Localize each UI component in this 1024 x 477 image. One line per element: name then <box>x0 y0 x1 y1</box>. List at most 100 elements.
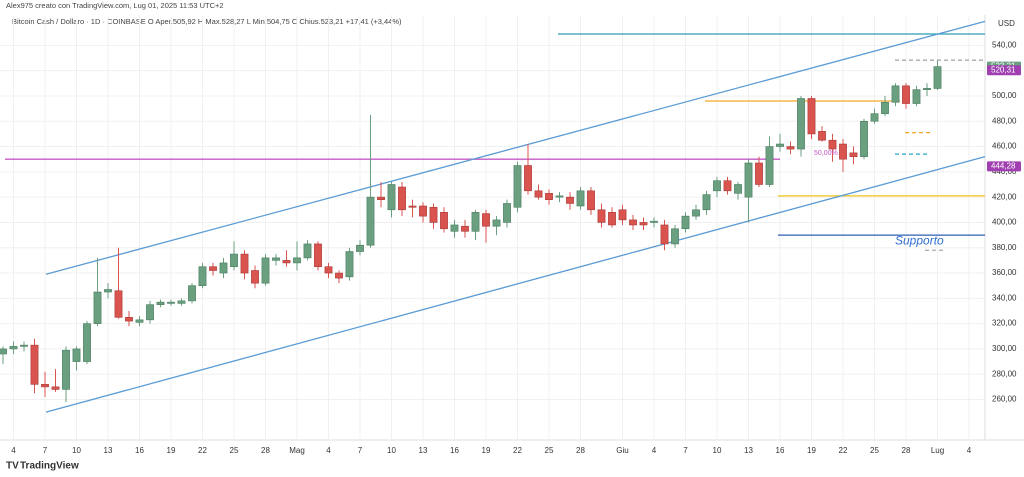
candle-body <box>114 290 123 318</box>
x-tick-label: 7 <box>683 446 688 455</box>
support-label: Supporto <box>895 234 944 248</box>
candle-body <box>650 220 658 223</box>
credit: Alex975 creato con TradingView.com, Lug … <box>6 1 224 10</box>
candle-body <box>209 266 217 271</box>
x-tick-label: 25 <box>870 446 879 455</box>
y-tick-label: 540,00 <box>992 40 1017 49</box>
candle-body <box>492 219 501 227</box>
candle-body <box>566 196 574 204</box>
candle-body <box>230 253 238 268</box>
candle-body <box>723 180 732 192</box>
candle-body <box>293 257 301 264</box>
candle-body <box>671 228 679 245</box>
y-tick-label: 480,00 <box>992 116 1017 125</box>
candle-body <box>335 272 343 279</box>
x-tick-label: 19 <box>807 446 816 455</box>
candle-body <box>482 213 490 227</box>
trend-line <box>45 20 986 275</box>
x-tick-label: Lug <box>931 446 944 455</box>
candle-body <box>251 270 259 284</box>
candle-body <box>83 323 91 362</box>
y-tick-label: 420,00 <box>992 192 1017 201</box>
candle-body <box>156 301 165 305</box>
candle-body <box>524 165 532 192</box>
candle-body <box>702 194 711 211</box>
y-tick-label: 460,00 <box>992 142 1017 151</box>
candle-body <box>576 190 585 207</box>
y-tick-label: 400,00 <box>992 218 1017 227</box>
brand: TradingView <box>20 461 79 472</box>
candle-body <box>30 344 39 385</box>
x-tick-label: 16 <box>450 446 459 455</box>
candle-body <box>419 205 427 217</box>
candle-body <box>272 257 280 261</box>
candle-body <box>639 222 648 226</box>
candle-body <box>807 98 816 135</box>
price-label: 444,28 <box>991 162 1016 171</box>
candle-body <box>125 317 133 322</box>
candle-body <box>41 384 49 388</box>
candle-body <box>0 348 7 355</box>
candle-body <box>387 184 396 211</box>
x-tick-label: 7 <box>358 446 363 455</box>
candle-body <box>734 184 742 194</box>
candle-body <box>849 152 858 157</box>
candle-body <box>356 244 364 252</box>
y-tick-label: 440,00 <box>992 167 1017 176</box>
x-tick-label: 16 <box>776 446 785 455</box>
x-tick-label: Giu <box>616 446 628 455</box>
candle-body <box>471 212 480 232</box>
y-tick-label: 500,00 <box>992 91 1017 100</box>
candle-body <box>314 243 322 268</box>
y-tick-label: 280,00 <box>992 369 1017 378</box>
candle-body <box>188 285 196 302</box>
candle-body <box>450 224 459 232</box>
candle-body <box>282 260 291 264</box>
candle-body <box>902 85 910 104</box>
x-tick-label: 22 <box>198 446 207 455</box>
candle-body <box>72 348 81 362</box>
x-tick-label: 22 <box>513 446 522 455</box>
candle-body <box>923 88 931 90</box>
symbol-info: Bitcoin Cash / Dollaro · 1D · COINBASE O… <box>12 17 402 26</box>
candle-body <box>839 143 847 160</box>
candle-body <box>828 139 837 150</box>
candle-body <box>776 143 784 147</box>
candle-body <box>933 66 942 89</box>
x-tick-label: 10 <box>387 446 396 455</box>
candle-body <box>440 212 448 230</box>
candle-body <box>93 291 102 324</box>
candle-body <box>608 212 616 226</box>
candle-body <box>870 113 879 122</box>
candle-body <box>587 190 595 211</box>
x-tick-label: 10 <box>72 446 81 455</box>
candle-body <box>912 89 921 104</box>
brand-logo: TV <box>6 461 19 472</box>
candle-body <box>398 186 406 211</box>
y-tick-label: 260,00 <box>992 395 1017 404</box>
x-tick-label: 10 <box>713 446 722 455</box>
y-tick-label: 380,00 <box>992 243 1017 252</box>
y-tick-label: 340,00 <box>992 293 1017 302</box>
x-tick-label: 19 <box>482 446 491 455</box>
price-label-box <box>987 161 1021 172</box>
candle-body <box>797 98 805 150</box>
candle-body <box>9 346 18 350</box>
candle-body <box>629 219 637 226</box>
x-tick-label: 19 <box>167 446 176 455</box>
x-tick-label: 28 <box>261 446 270 455</box>
x-tick-label: 4 <box>652 446 657 455</box>
x-tick-label: Mag <box>289 446 305 455</box>
candle-body <box>51 386 60 390</box>
candle-body <box>461 225 469 232</box>
y-tick-label: 360,00 <box>992 268 1017 277</box>
x-tick-label: 25 <box>230 446 239 455</box>
candle-body <box>261 257 270 284</box>
candle-body <box>167 301 175 304</box>
candle-body <box>681 215 690 230</box>
candle-body <box>219 262 228 274</box>
candle-body <box>198 266 207 286</box>
candle-body <box>503 203 511 223</box>
candle-body <box>324 266 333 274</box>
